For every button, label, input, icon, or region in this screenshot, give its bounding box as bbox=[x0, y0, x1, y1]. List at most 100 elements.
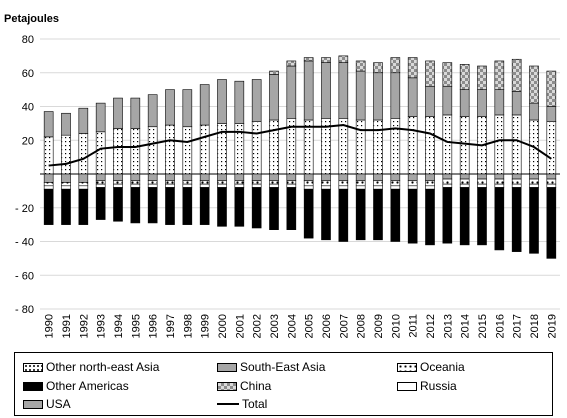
bar-russia-2009 bbox=[373, 185, 383, 190]
bar-south-east-asia-2014 bbox=[459, 89, 470, 117]
x-tick-label: 1997 bbox=[165, 314, 177, 338]
bar-oceania-2018 bbox=[529, 178, 539, 185]
legend-swatch-grey bbox=[23, 399, 43, 409]
bar-other-americas-2003 bbox=[269, 187, 279, 230]
bar-other-north-east-asia-2009 bbox=[373, 119, 383, 175]
bar-usa-2004 bbox=[286, 173, 297, 182]
bar-other-americas-2012 bbox=[425, 188, 435, 246]
bar-russia-1992 bbox=[78, 185, 89, 190]
bar-other-north-east-asia-1994 bbox=[113, 128, 123, 175]
x-tick-label: 1991 bbox=[61, 314, 73, 338]
legend-item-china: China bbox=[217, 379, 271, 393]
gridlines bbox=[40, 38, 560, 310]
bar-china-2009 bbox=[373, 62, 383, 74]
bar-usa-1990 bbox=[43, 173, 54, 183]
x-tick-label: 1993 bbox=[96, 314, 108, 338]
x-tick-label: 1992 bbox=[78, 314, 90, 338]
bar-other-north-east-asia-1998 bbox=[182, 126, 193, 175]
bar-russia-1995 bbox=[130, 183, 141, 188]
y-tick-label: 40 bbox=[22, 102, 34, 114]
bar-other-north-east-asia-1992 bbox=[78, 133, 89, 175]
bar-south-east-asia-2017 bbox=[511, 91, 522, 116]
bar-usa-1999 bbox=[199, 173, 210, 182]
bar-other-americas-1991 bbox=[61, 188, 71, 225]
legend-item-total: Total bbox=[217, 397, 267, 411]
x-tick-label: 2003 bbox=[269, 314, 281, 338]
bar-usa-2005 bbox=[303, 173, 314, 182]
bar-other-americas-2002 bbox=[251, 187, 262, 229]
bar-other-americas-2014 bbox=[459, 187, 470, 246]
bar-other-americas-1996 bbox=[147, 187, 158, 224]
bar-usa-2002 bbox=[251, 173, 262, 182]
bar-other-north-east-asia-1999 bbox=[199, 124, 210, 175]
bar-other-north-east-asia-2005 bbox=[303, 119, 314, 175]
bar-south-east-asia-2006 bbox=[321, 62, 331, 119]
x-tick-label: 2019 bbox=[546, 314, 558, 338]
bar-oceania-2011 bbox=[407, 180, 418, 187]
bar-other-americas-2018 bbox=[529, 187, 539, 254]
bar-other-north-east-asia-2011 bbox=[407, 116, 418, 175]
bar-other-americas-2017 bbox=[511, 187, 522, 252]
bar-south-east-asia-1992 bbox=[78, 107, 89, 134]
bar-russia-1998 bbox=[182, 183, 193, 188]
bar-other-americas-2013 bbox=[442, 187, 453, 244]
bar-other-north-east-asia-2014 bbox=[459, 116, 470, 175]
x-tick-label: 2002 bbox=[252, 314, 264, 338]
bar-other-north-east-asia-1995 bbox=[130, 128, 141, 175]
bar-south-east-asia-2000 bbox=[217, 79, 227, 124]
bar-russia-2001 bbox=[234, 183, 245, 188]
legend-label: USA bbox=[46, 397, 71, 411]
legend-item-other-americas: Other Americas bbox=[23, 379, 129, 393]
bar-oceania-2019 bbox=[546, 178, 557, 185]
bar-china-2012 bbox=[425, 60, 435, 87]
y-tick-label: - 80 bbox=[15, 304, 34, 316]
chart: Petajoules 80 60 40 20 - 20 - 40 - 60 - 80 1990… bbox=[4, 13, 560, 338]
bar-south-east-asia-1991 bbox=[61, 112, 71, 136]
legend-item-south-east-asia: South-East Asia bbox=[217, 360, 325, 374]
bar-china-2017 bbox=[511, 58, 522, 92]
bar-usa-2013 bbox=[442, 173, 453, 180]
bar-usa-2018 bbox=[529, 173, 539, 180]
bar-oceania-1991 bbox=[61, 182, 71, 187]
bar-other-americas-2005 bbox=[303, 188, 314, 239]
bar-usa-2016 bbox=[494, 173, 505, 180]
legend-label: China bbox=[240, 379, 272, 393]
bar-oceania-2009 bbox=[373, 180, 383, 187]
bar-oceania-2001 bbox=[234, 180, 245, 185]
bar-other-americas-2000 bbox=[217, 187, 227, 227]
x-tick-label: 2008 bbox=[356, 314, 368, 338]
y-tick-label: 80 bbox=[22, 34, 34, 46]
bar-south-east-asia-2009 bbox=[373, 72, 383, 121]
legend-label: Russia bbox=[420, 379, 457, 393]
bar-oceania-2003 bbox=[269, 180, 279, 185]
bar-oceania-2006 bbox=[321, 180, 331, 187]
x-tick-label: 2018 bbox=[529, 314, 541, 338]
bar-usa-1994 bbox=[113, 173, 123, 182]
x-tick-label: 2009 bbox=[373, 314, 385, 338]
legend-swatch-grey bbox=[217, 362, 237, 372]
bar-usa-1996 bbox=[147, 173, 158, 182]
bar-usa-2012 bbox=[425, 173, 435, 182]
bar-usa-2003 bbox=[269, 173, 279, 182]
bar-other-americas-2016 bbox=[494, 187, 505, 251]
bar-oceania-1995 bbox=[130, 180, 141, 185]
bar-other-americas-1995 bbox=[130, 187, 141, 224]
total-line bbox=[48, 124, 552, 167]
y-tick-label: 60 bbox=[22, 68, 34, 80]
x-tick-label: 2013 bbox=[442, 314, 454, 338]
bar-oceania-2014 bbox=[459, 178, 470, 185]
bar-russia-2015 bbox=[477, 183, 487, 188]
bar-oceania-2005 bbox=[303, 180, 314, 187]
bar-russia-1994 bbox=[113, 183, 123, 188]
x-tick-label: 2010 bbox=[390, 314, 402, 338]
bar-russia-1996 bbox=[147, 183, 158, 188]
x-tick-label: 1999 bbox=[200, 314, 212, 338]
bar-other-north-east-asia-1996 bbox=[147, 126, 158, 175]
bar-usa-2009 bbox=[373, 173, 383, 182]
x-tick-label: 2016 bbox=[494, 314, 506, 338]
bar-oceania-2016 bbox=[494, 178, 505, 185]
x-tick-label: 2011 bbox=[408, 314, 420, 338]
legend-swatch-dots bbox=[397, 362, 417, 372]
bar-other-north-east-asia-2013 bbox=[442, 114, 453, 175]
bar-russia-1993 bbox=[95, 183, 106, 188]
